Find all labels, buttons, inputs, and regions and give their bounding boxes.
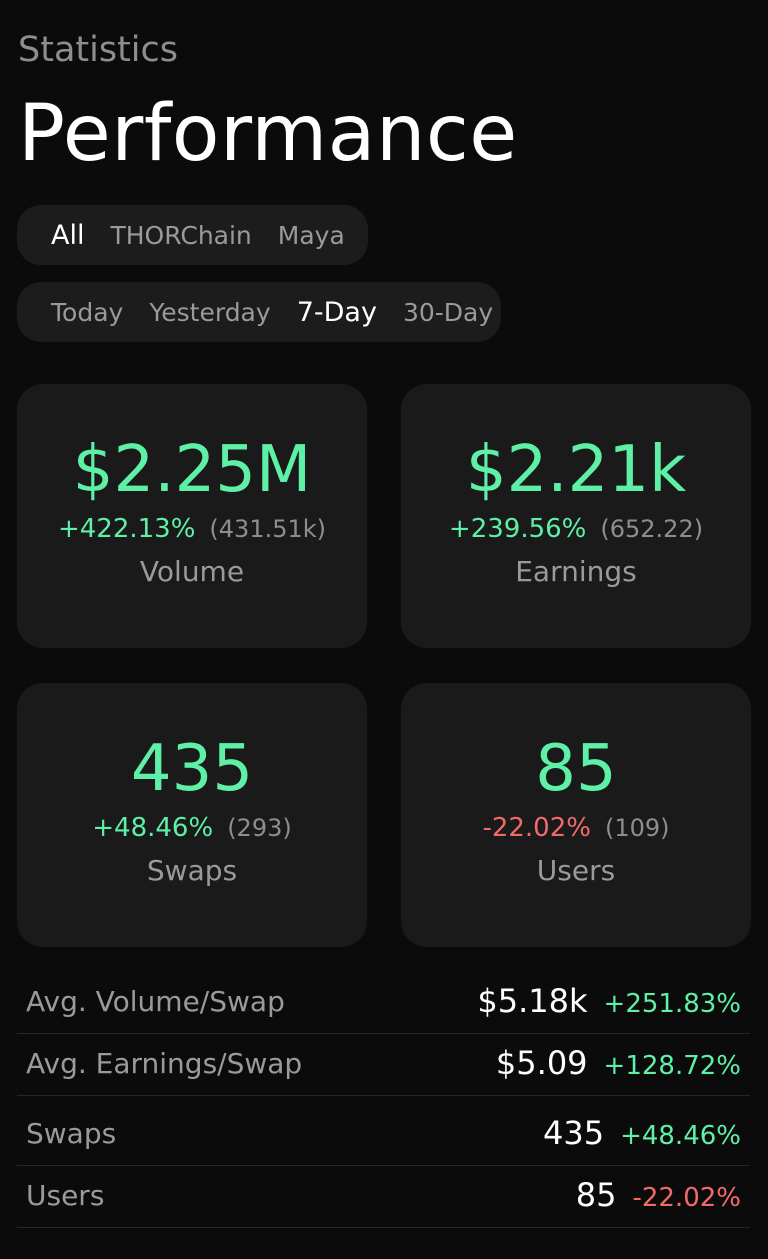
stat-value: $2.21k xyxy=(465,433,687,507)
stat-change-row: +422.13% (431.51k) xyxy=(17,512,367,546)
row-change: +48.46% xyxy=(620,1121,741,1151)
stat-previous: (293) xyxy=(227,814,292,842)
row-label: Avg. Earnings/Swap xyxy=(26,1047,303,1080)
summary-row-avg-earnings: Avg. Earnings/Swap $5.09 +128.72% xyxy=(17,1034,750,1096)
row-change: +128.72% xyxy=(603,1051,741,1081)
stat-change-row: +48.46% (293) xyxy=(17,811,367,845)
chain-option-all[interactable]: All xyxy=(51,219,85,251)
chain-filter: All THORChain Maya xyxy=(17,205,368,265)
chain-option-maya[interactable]: Maya xyxy=(277,220,345,250)
stat-previous: (652.22) xyxy=(600,515,704,543)
range-option-30-day[interactable]: 30-Day xyxy=(402,297,494,327)
stat-change: +422.13% xyxy=(57,514,196,544)
row-value: 435 xyxy=(542,1114,605,1152)
range-filter: Today Yesterday 7-Day 30-Day xyxy=(17,282,501,342)
row-value: 85 xyxy=(575,1176,617,1214)
range-option-yesterday[interactable]: Yesterday xyxy=(149,297,271,327)
stat-change: +48.46% xyxy=(92,813,214,843)
row-values: $5.09 +128.72% xyxy=(496,1044,741,1082)
stat-value: 435 xyxy=(130,732,254,806)
stat-label: Swaps xyxy=(146,854,238,887)
stat-value: 85 xyxy=(535,732,617,806)
stat-card-volume: $2.25M +422.13% (431.51k) Volume xyxy=(17,384,367,648)
stat-previous: (109) xyxy=(604,814,670,842)
stat-label: Volume xyxy=(139,555,245,588)
range-option-today[interactable]: Today xyxy=(51,297,124,327)
stat-change-row: +239.56% (652.22) xyxy=(401,512,751,546)
range-option-7-day[interactable]: 7-Day xyxy=(296,296,377,328)
summary-row-avg-volume: Avg. Volume/Swap $5.18k +251.83% xyxy=(17,972,750,1034)
summary-row-swaps: Swaps 435 +48.46% xyxy=(17,1104,750,1166)
stat-label: Users xyxy=(536,854,616,887)
section-eyebrow: Statistics xyxy=(18,30,178,70)
row-label: Swaps xyxy=(26,1117,117,1150)
row-values: $5.18k +251.83% xyxy=(477,982,741,1020)
stat-change-row: -22.02% (109) xyxy=(401,811,751,845)
stat-change: -22.02% xyxy=(482,813,591,843)
summary-row-users: Users 85 -22.02% xyxy=(17,1166,750,1228)
row-values: 435 +48.46% xyxy=(543,1114,741,1152)
row-label: Avg. Volume/Swap xyxy=(26,985,285,1018)
row-change: +251.83% xyxy=(603,989,741,1019)
page-title: Performance xyxy=(18,89,518,179)
stat-previous: (431.51k) xyxy=(209,515,327,543)
row-values: 85 -22.02% xyxy=(576,1176,741,1214)
row-value: $5.18k xyxy=(477,982,588,1020)
chain-option-thorchain[interactable]: THORChain xyxy=(110,220,252,250)
stat-card-swaps: 435 +48.46% (293) Swaps xyxy=(17,683,367,947)
stat-label: Earnings xyxy=(515,555,637,588)
stat-change: +239.56% xyxy=(448,514,587,544)
stat-value: $2.25M xyxy=(72,433,312,507)
row-label: Users xyxy=(26,1179,105,1212)
stat-card-users: 85 -22.02% (109) Users xyxy=(401,683,751,947)
row-change: -22.02% xyxy=(632,1183,741,1213)
stat-card-earnings: $2.21k +239.56% (652.22) Earnings xyxy=(401,384,751,648)
row-value: $5.09 xyxy=(495,1044,588,1082)
